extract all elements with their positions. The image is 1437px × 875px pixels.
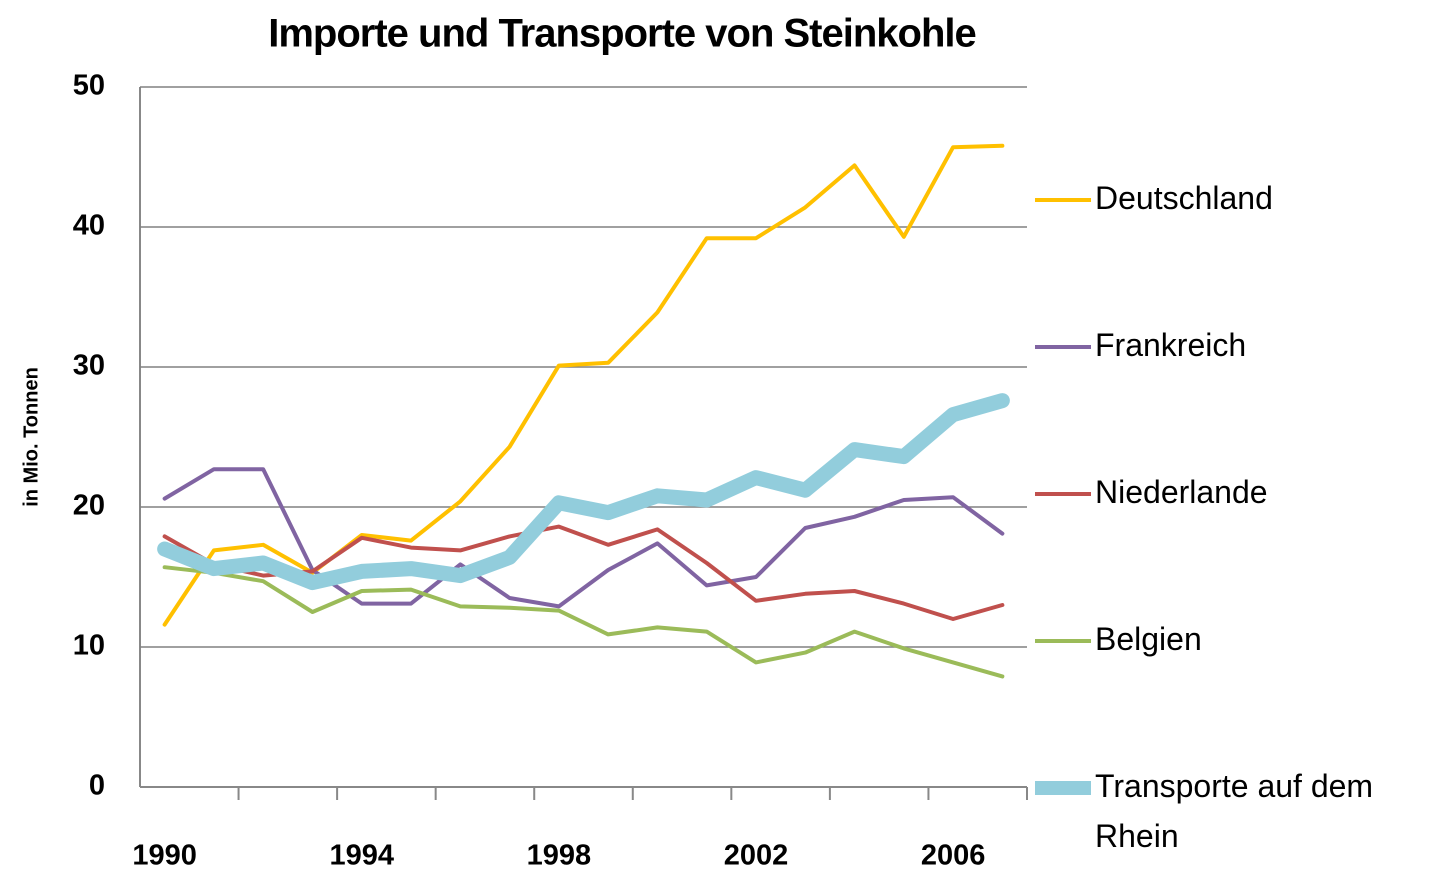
series-line <box>157 393 1010 591</box>
legend-label: Niederlande <box>1095 474 1268 510</box>
x-tick-label: 2006 <box>921 840 986 872</box>
y-tick-label: 20 <box>73 490 105 522</box>
legend-item: Frankreich <box>1035 327 1435 370</box>
x-tick-label: 1990 <box>132 840 197 872</box>
x-tick-label: 1998 <box>527 840 592 872</box>
legend-swatch <box>1035 639 1091 643</box>
series-line <box>162 467 1005 609</box>
y-tick-label: 10 <box>73 630 105 662</box>
y-tick-label: 40 <box>73 210 105 242</box>
legend-item: Belgien <box>1035 621 1435 664</box>
legend-swatch <box>1035 492 1091 496</box>
x-tick-label: 2002 <box>724 840 789 872</box>
legend-swatch <box>1035 781 1091 795</box>
series-line <box>162 143 1005 627</box>
legend-item: Transporte auf dem Rhein <box>1035 768 1435 861</box>
legend-item: Deutschland <box>1035 180 1435 223</box>
legend-label: Belgien <box>1095 621 1202 657</box>
chart-title: Importe und Transporte von Steinkohle <box>268 12 976 56</box>
legend-label: Transporte auf dem Rhein <box>1095 768 1374 854</box>
y-axis-label: in Mio. Tonnen <box>20 367 42 507</box>
legend-swatch <box>1035 198 1091 202</box>
legend-label: Frankreich <box>1095 327 1247 363</box>
y-tick-label: 0 <box>89 770 105 802</box>
legend-label: Deutschland <box>1095 180 1273 216</box>
y-tick-label: 50 <box>73 70 105 102</box>
series-line <box>162 565 1005 679</box>
legend-swatch <box>1035 345 1091 349</box>
y-tick-label: 30 <box>73 350 105 382</box>
legend-item: Niederlande <box>1035 474 1435 517</box>
x-tick-label: 1994 <box>329 840 394 872</box>
